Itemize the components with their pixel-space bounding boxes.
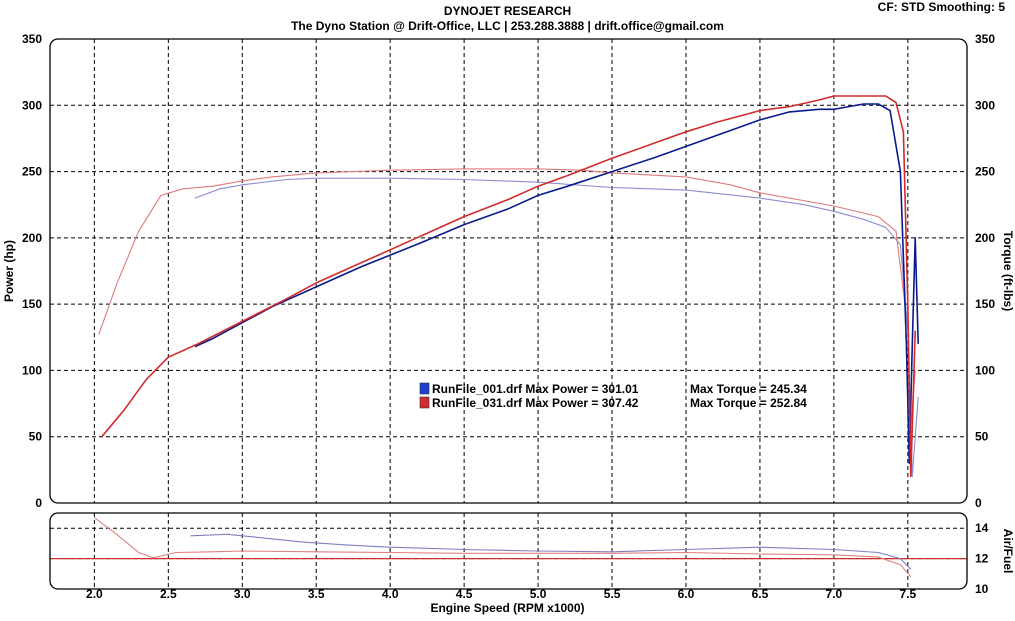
- y-tick-label: 100: [22, 363, 42, 377]
- x-axis-label: Engine Speed (RPM x1000): [430, 601, 585, 615]
- x-tick-label: 2.5: [160, 587, 177, 601]
- main-plot-frame: [49, 38, 968, 504]
- series-line-power-runfile-001-drf: [194, 103, 919, 465]
- legend-swatch: [419, 382, 430, 395]
- af-axis-label: Air/Fuel: [1001, 529, 1015, 574]
- af-series-line-runfile-001-drf: [190, 533, 912, 570]
- x-tick-label: 4.0: [382, 587, 399, 601]
- y2-tick-label: 200: [975, 231, 995, 245]
- legend-swatch: [419, 396, 430, 409]
- af-tick-label: 12: [975, 552, 989, 566]
- y2-tick-label: 150: [975, 297, 995, 311]
- af-tick-label: 14: [975, 521, 989, 535]
- legend-entry: RunFile_001.drf Max Power = 301.01: [432, 382, 639, 396]
- chart-subtitle: The Dyno Station @ Drift-Office, LLC | 2…: [291, 19, 724, 33]
- x-tick-label: 5.0: [530, 587, 547, 601]
- x-tick-label: 5.5: [604, 587, 621, 601]
- y2-tick-label: 300: [975, 98, 995, 112]
- x-tick-label: 3.5: [308, 587, 325, 601]
- legend-torque: Max Torque = 252.84: [690, 396, 807, 410]
- y-tick-label: 300: [22, 98, 42, 112]
- x-tick-label: 7.0: [826, 587, 843, 601]
- y2-tick-label: 100: [975, 363, 995, 377]
- y2-tick-label: 250: [975, 165, 995, 179]
- x-tick-label: 4.5: [456, 587, 473, 601]
- y2-tick-label: 50: [975, 430, 989, 444]
- y-tick-label: 150: [22, 297, 42, 311]
- legend-torque: Max Torque = 245.34: [690, 382, 807, 396]
- y-tick-label: 0: [35, 496, 42, 510]
- af-series-line-runfile-031-drf: [94, 517, 912, 578]
- x-tick-label: 6.0: [678, 587, 695, 601]
- y-tick-label: 50: [29, 430, 43, 444]
- y2-axis-label: Torque (ft-lbs): [1001, 231, 1015, 311]
- af-plot-frame: [49, 512, 968, 590]
- x-tick-label: 3.0: [234, 587, 251, 601]
- chart-title: DYNOJET RESEARCH: [443, 4, 572, 18]
- series-line-torque-runfile-031-drf: [98, 168, 916, 451]
- af-tick-label: 10: [975, 582, 989, 596]
- y-tick-label: 350: [22, 32, 42, 46]
- series-line-torque-runfile-001-drf: [194, 177, 919, 478]
- x-tick-label: 7.5: [899, 587, 916, 601]
- y-axis-label: Power (hp): [2, 240, 16, 302]
- cf-smoothing-label: CF: STD Smoothing: 5: [877, 0, 1005, 14]
- x-tick-label: 6.5: [752, 587, 769, 601]
- x-tick-label: 2.0: [86, 587, 103, 601]
- y-tick-label: 200: [22, 231, 42, 245]
- y2-tick-label: 350: [975, 32, 995, 46]
- y2-tick-label: 0: [975, 496, 982, 510]
- legend-entry: RunFile_031.drf Max Power = 307.42: [432, 396, 639, 410]
- y-tick-label: 250: [22, 165, 42, 179]
- series-line-power-runfile-031-drf: [101, 95, 916, 478]
